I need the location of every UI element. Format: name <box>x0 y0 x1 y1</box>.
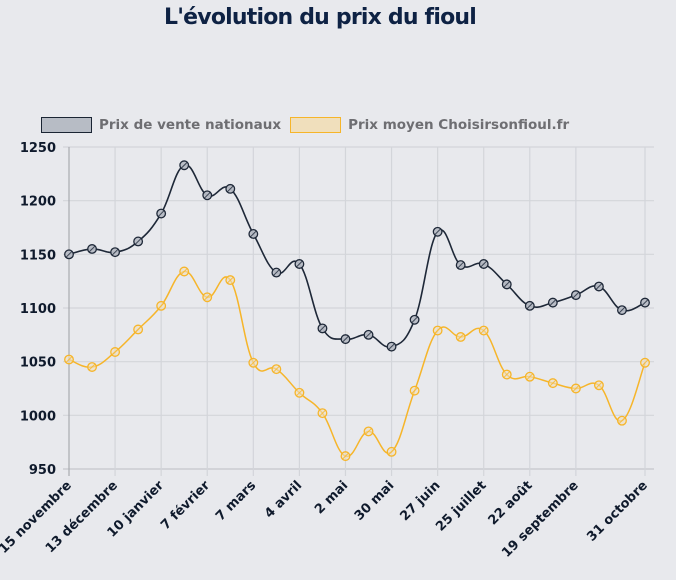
data-point-mark <box>342 452 349 460</box>
x-tick-label: 7 février <box>158 478 213 533</box>
chart-title: L'évolution du prix du fioul <box>164 5 477 30</box>
y-tick-label: 1100 <box>20 302 56 317</box>
data-point-mark <box>411 387 418 395</box>
data-point-mark <box>273 269 280 276</box>
data-point-mark <box>249 230 257 238</box>
data-point-mark <box>203 191 211 199</box>
data-point-mark <box>134 326 142 333</box>
data-point-mark <box>572 291 580 299</box>
data-point-mark <box>480 327 488 334</box>
data-point-mark <box>480 260 488 268</box>
data-point-mark <box>319 325 326 332</box>
data-point-mark <box>273 365 280 373</box>
data-point-mark <box>595 283 603 290</box>
data-point-mark <box>526 373 534 381</box>
data-point-mark <box>249 359 257 367</box>
data-point-mark <box>180 161 188 169</box>
data-point-mark <box>618 306 626 314</box>
data-point-mark <box>503 281 511 288</box>
data-point-mark <box>434 228 441 236</box>
legend-label-national: Prix de vente nationaux <box>99 117 282 133</box>
data-point-mark <box>111 348 119 356</box>
y-tick-label: 1000 <box>20 409 56 424</box>
series-line <box>68 164 646 348</box>
data-point-mark <box>365 331 372 339</box>
data-point-mark <box>595 381 603 389</box>
data-point-mark <box>411 316 418 324</box>
data-point-mark <box>434 327 441 334</box>
data-point-mark <box>88 363 96 371</box>
y-tick-label: 1200 <box>20 195 56 210</box>
series-prix-nationaux <box>64 160 650 352</box>
y-tick-label: 950 <box>29 463 56 478</box>
data-point-mark <box>457 261 465 269</box>
data-point-mark <box>388 343 395 350</box>
data-point-mark <box>549 299 557 306</box>
legend-item-choisirsonfioul[interactable]: Prix moyen Choisirsonfioul.fr <box>290 117 569 133</box>
data-point-mark <box>503 371 511 378</box>
x-tick-label: 7 mars <box>213 478 259 524</box>
x-tick-label: 30 mai <box>352 478 398 524</box>
data-point-mark <box>226 276 234 284</box>
legend: Prix de vente nationaux Prix moyen Chois… <box>41 117 578 133</box>
data-point-mark <box>319 409 326 417</box>
data-point-mark <box>457 333 465 341</box>
data-point-mark <box>180 268 188 275</box>
data-point-mark <box>65 356 73 363</box>
data-point-mark <box>65 250 73 258</box>
series-line <box>68 270 646 457</box>
grid <box>63 146 654 476</box>
y-tick-label: 1050 <box>20 356 56 371</box>
series-layer <box>64 160 650 462</box>
data-point-mark <box>641 359 649 367</box>
series-prix-choisirsonfioul <box>64 266 650 462</box>
legend-item-national[interactable]: Prix de vente nationaux <box>41 117 281 133</box>
data-point-mark <box>526 302 534 310</box>
data-point-mark <box>203 293 211 301</box>
x-tick-label: 2 mai <box>312 478 351 517</box>
data-point-mark <box>342 335 349 343</box>
x-tick-label: 31 octobre <box>584 478 651 545</box>
x-tick-label: 4 avril <box>262 478 305 521</box>
data-point-mark <box>111 248 119 256</box>
data-point-mark <box>226 185 234 193</box>
legend-swatch-national <box>41 117 92 133</box>
data-point-mark <box>365 428 372 435</box>
legend-swatch-choisirsonfioul <box>290 117 342 133</box>
data-point-mark <box>157 210 165 217</box>
data-point-mark <box>388 448 395 456</box>
legend-label-choisirsonfioul: Prix moyen Choisirsonfioul.fr <box>348 117 570 133</box>
data-point-mark <box>296 389 303 397</box>
data-point-mark <box>618 417 626 425</box>
data-point-mark <box>296 260 303 268</box>
y-tick-label: 1150 <box>20 248 56 263</box>
data-point-mark <box>157 302 165 310</box>
data-point-mark <box>88 245 96 253</box>
y-axis: 950 1000 1050 1100 1150 1200 1250 <box>20 141 56 478</box>
y-tick-label: 1250 <box>20 141 56 156</box>
data-point-mark <box>572 385 580 392</box>
data-point-mark <box>549 379 557 387</box>
data-point-mark <box>134 238 142 245</box>
x-tick-label: 27 juin <box>397 478 443 524</box>
data-point-mark <box>641 299 649 306</box>
x-tick-label: 25 juillet <box>433 478 489 534</box>
